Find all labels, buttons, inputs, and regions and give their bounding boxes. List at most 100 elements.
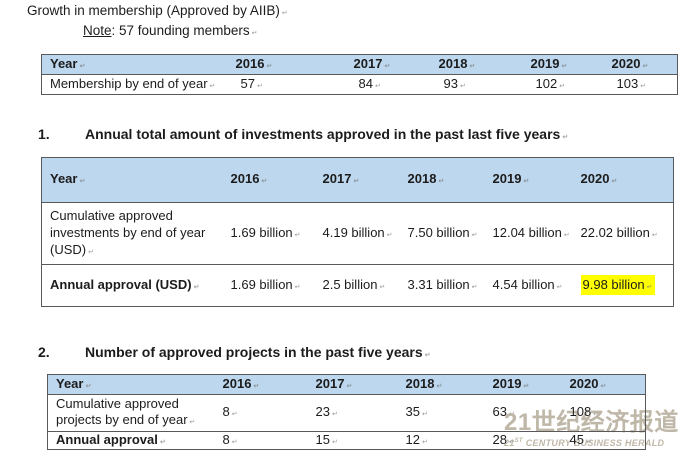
cell-text: Membership by end of year <box>50 75 208 91</box>
table-header-row: Year ↵ 2016 ↵ 2017 ↵ 2018 ↵ 2019 ↵ 2020 ↵ <box>47 374 646 395</box>
section-2-number: 2. <box>38 344 50 360</box>
end-of-cell-mark: ↵ <box>353 177 360 185</box>
year-header-cell: 2017 ↵ <box>310 374 401 395</box>
value-cell: 103 ↵ <box>606 74 678 95</box>
paragraph-mark: ↵ <box>424 351 431 359</box>
row-label-cell: Annual approval (USD) ↵ <box>41 264 226 307</box>
cell-text: 1.69 billion <box>230 224 293 240</box>
cell-text: 2017 <box>322 171 352 186</box>
value-cell: 2.5 billion ↵ <box>317 264 403 307</box>
end-of-cell-mark: ↵ <box>651 230 658 239</box>
value-cell: 15 ↵ <box>310 431 401 450</box>
value-cell: 4.54 billion ↵ <box>487 264 576 307</box>
cell-text: 4.19 billion <box>322 224 385 240</box>
cell-text: 2019 <box>492 375 522 391</box>
cell-text: 84 <box>358 75 373 91</box>
end-of-cell-mark: ↵ <box>85 381 92 390</box>
end-of-cell-mark: ↵ <box>79 177 86 185</box>
cell-text: 12 <box>405 431 420 447</box>
cell-text: 2020 <box>580 171 610 186</box>
end-of-cell-mark: ↵ <box>642 61 649 70</box>
year-header-cell: 2017 ↵ <box>348 54 434 75</box>
cell-text: 2019 <box>530 55 560 71</box>
end-of-cell-mark: ↵ <box>556 282 563 291</box>
watermark-chinese-text: 21世纪经济报道 <box>504 409 679 436</box>
watermark-en-ordinal: ST <box>514 438 523 444</box>
end-of-cell-mark: ↵ <box>384 61 391 70</box>
value-cell: 1.69 billion ↵ <box>225 264 318 307</box>
cell-text: 9.98 billion <box>582 276 645 292</box>
year-header-cell: 2016 ↵ <box>225 157 318 203</box>
end-of-cell-mark: ↵ <box>421 410 428 418</box>
year-header-cell: 2018 ↵ <box>402 157 488 203</box>
table-row: Annual approval (USD) ↵ 1.69 billion ↵ 2.5… <box>41 264 674 307</box>
cell-text: 2017 <box>353 55 383 71</box>
end-of-cell-mark: ↵ <box>379 282 386 291</box>
end-of-cell-mark: ↵ <box>640 81 647 90</box>
end-of-cell-mark: ↵ <box>523 177 530 185</box>
cell-text: 8 <box>222 431 230 447</box>
end-of-cell-mark: ↵ <box>374 81 381 90</box>
end-of-cell-mark: ↵ <box>386 230 393 239</box>
cell-text: 93 <box>443 75 458 91</box>
cell-text: 2020 <box>569 375 599 391</box>
cell-text: 2018 <box>438 55 468 71</box>
end-of-cell-mark: ↵ <box>79 61 86 70</box>
end-of-cell-mark: ↵ <box>646 282 653 291</box>
end-of-cell-mark: ↵ <box>266 61 273 70</box>
end-of-cell-mark: ↵ <box>469 61 476 70</box>
page-title: Growth in membership (Approved by AIIB) ↵ <box>27 3 288 18</box>
section-1-heading: Annual total amount of investments appro… <box>85 126 568 142</box>
value-cell: 45 ↵ <box>564 431 646 450</box>
end-of-cell-mark: ↵ <box>459 81 466 90</box>
cell-text: 108 <box>569 404 592 419</box>
end-of-cell-mark: ↵ <box>253 381 260 390</box>
news-watermark: 21世纪经济报道 21ST CENTURY BUSINESS HERALD <box>504 410 679 449</box>
yellow-highlight: 9.98 billion ↵ <box>580 274 655 295</box>
table-row: Membership by end of year ↵ 57 ↵ 84 ↵ 93 ↵ 1… <box>41 74 678 95</box>
year-header-cell: 2020 ↵ <box>564 374 646 395</box>
cell-text: 45 <box>569 431 584 447</box>
cell-text: 2020 <box>611 55 641 71</box>
cell-text: 7.50 billion <box>407 224 470 240</box>
table-row: Cumulative approved projects by end of y… <box>47 394 646 432</box>
note-line: Note: 57 founding members ↵ <box>83 23 258 38</box>
value-cell: 12.04 billion ↵ <box>487 202 576 265</box>
cell-text: Year <box>50 55 78 71</box>
value-cell: 84 ↵ <box>348 74 434 95</box>
end-of-cell-mark: ↵ <box>294 282 301 291</box>
cell-text: 2016 <box>230 171 260 186</box>
end-of-cell-mark: ↵ <box>331 437 338 446</box>
section-1-number: 1. <box>38 126 50 142</box>
year-header-cell: 2018 ↵ <box>433 54 526 75</box>
heading-text: Annual total amount of investments appro… <box>85 126 561 142</box>
value-cell: 8 ↵ <box>217 394 311 432</box>
cell-text: 2017 <box>315 375 345 391</box>
end-of-cell-mark: ↵ <box>231 437 238 446</box>
title-text: Growth in membership (Approved by AIIB) <box>27 3 280 18</box>
paragraph-mark: ↵ <box>281 9 288 17</box>
cell-text: 2016 <box>222 375 252 391</box>
table-row: Cumulative approved investments by end o… <box>41 202 674 265</box>
value-cell: 4.19 billion ↵ <box>317 202 403 265</box>
cell-text: Annual approval <box>56 431 158 447</box>
value-cell: 108 ↵ <box>564 394 646 432</box>
year-header-cell: 2020 ↵ <box>575 157 674 203</box>
row-label-cell: Cumulative approved investments by end o… <box>41 202 226 265</box>
cell-text: 12.04 billion <box>492 224 562 240</box>
cell-text: 8 <box>222 404 230 419</box>
cell-text: 22.02 billion <box>580 224 650 240</box>
watermark-en-num: 21 <box>504 438 515 448</box>
end-of-cell-mark: ↵ <box>600 381 607 390</box>
end-of-cell-mark: ↵ <box>523 381 530 390</box>
cell-text: 1.69 billion <box>230 276 293 292</box>
cell-text: 2018 <box>405 375 435 391</box>
row-label-cell: Annual approval ↵ <box>47 431 218 450</box>
value-cell: 93 ↵ <box>433 74 526 95</box>
end-of-cell-mark: ↵ <box>563 230 570 239</box>
end-of-cell-mark: ↵ <box>585 437 592 446</box>
investments-table: Year ↵ 2016 ↵ 2017 ↵ 2018 ↵ 2019 ↵ 2020 ↵ Cumu… <box>41 157 674 307</box>
value-cell: 8 ↵ <box>217 431 311 450</box>
end-of-cell-mark: ↵ <box>294 230 301 239</box>
year-header-cell: 2019 ↵ <box>487 374 565 395</box>
